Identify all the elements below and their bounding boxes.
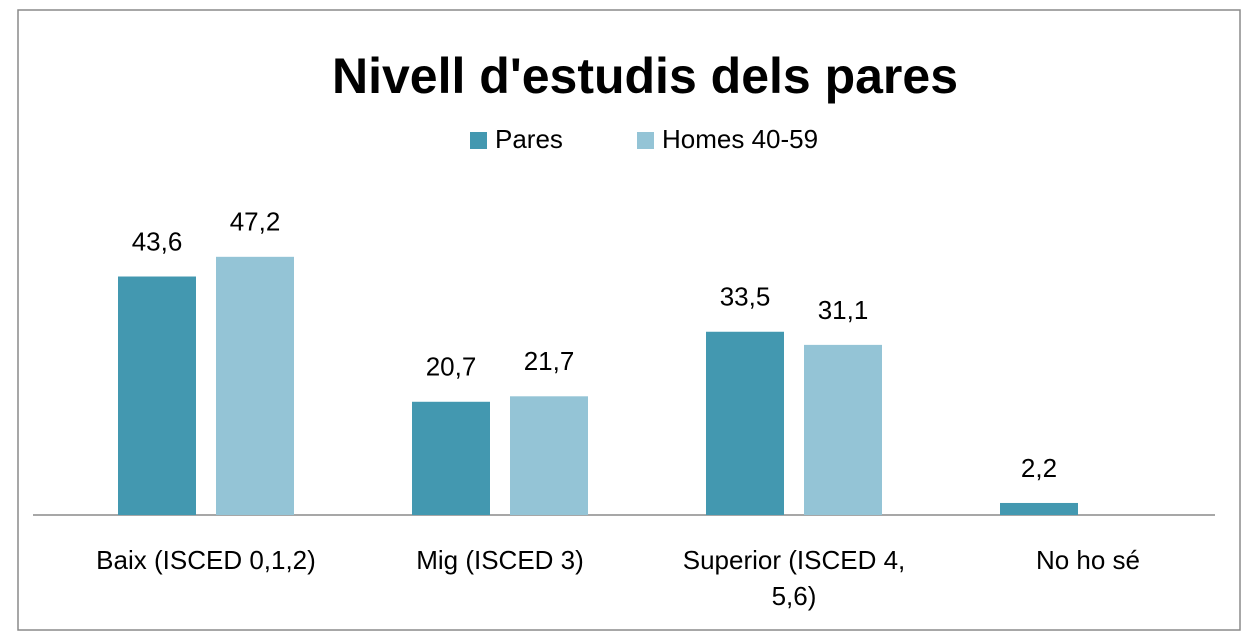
bar [412, 401, 490, 515]
legend-label: Homes 40-59 [662, 124, 818, 154]
bar [216, 256, 294, 515]
x-tick-label: Baix (ISCED 0,1,2) [96, 545, 316, 575]
bar [706, 331, 784, 515]
value-label: 31,1 [818, 295, 869, 325]
bar [1000, 502, 1078, 515]
value-label: 47,2 [230, 207, 281, 237]
chart-title: Nivell d'estudis dels pares [332, 48, 958, 104]
x-tick-label: Superior (ISCED 4, 5,6) [682, 545, 906, 611]
bar [804, 344, 882, 515]
value-label: 33,5 [720, 282, 771, 312]
value-label: 21,7 [524, 346, 575, 376]
value-label: 20,7 [426, 352, 477, 382]
legend-label: Pares [495, 124, 563, 154]
x-tick-label: No ho sé [1035, 545, 1141, 575]
legend-swatch [470, 132, 487, 149]
bar [510, 396, 588, 515]
legend-swatch [637, 132, 654, 149]
value-label: 43,6 [132, 226, 183, 256]
x-tick-label: Mig (ISCED 3) [416, 545, 584, 575]
value-label: 2,2 [1021, 453, 1057, 483]
bar [118, 276, 196, 515]
